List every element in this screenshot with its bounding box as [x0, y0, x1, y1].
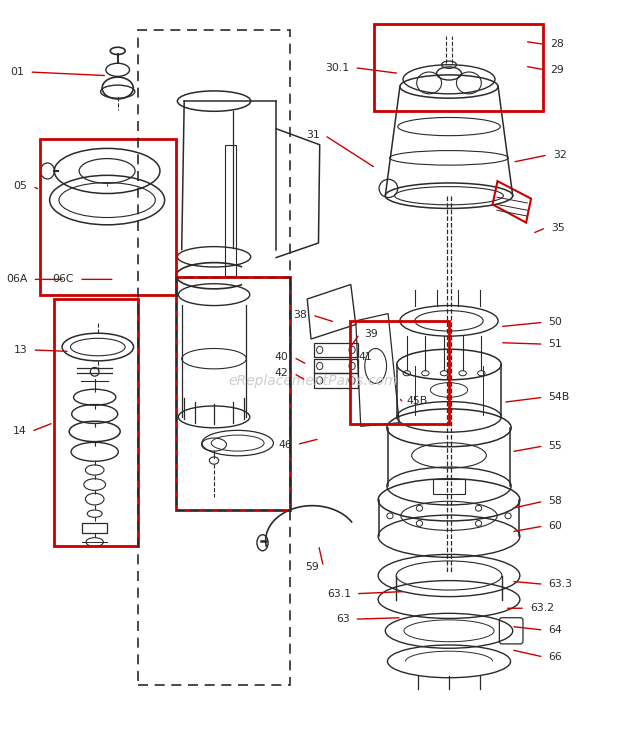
Bar	[314, 359, 358, 373]
Bar	[314, 343, 358, 357]
Text: 59: 59	[305, 562, 319, 572]
Text: 63.3: 63.3	[549, 580, 572, 589]
Text: 40: 40	[275, 352, 289, 362]
Bar	[314, 373, 358, 388]
Text: 50: 50	[549, 317, 562, 327]
Text: 01: 01	[11, 67, 24, 77]
Bar	[374, 24, 544, 112]
Text: 05: 05	[14, 182, 28, 191]
Bar	[40, 139, 176, 295]
Text: 31: 31	[306, 130, 320, 140]
Bar	[54, 299, 138, 547]
Text: 46: 46	[278, 440, 292, 450]
Text: 60: 60	[549, 521, 562, 531]
Text: 39: 39	[364, 329, 378, 339]
Text: 66: 66	[549, 652, 562, 662]
Text: 63.2: 63.2	[530, 604, 554, 613]
Bar	[176, 277, 290, 510]
Text: 54B: 54B	[549, 392, 570, 402]
Text: 55: 55	[549, 441, 562, 451]
Text: 29: 29	[550, 65, 564, 75]
Text: 32: 32	[553, 150, 567, 160]
Text: eReplacementParts.com: eReplacementParts.com	[229, 373, 398, 388]
Text: 45B: 45B	[407, 396, 428, 406]
Bar	[82, 523, 107, 534]
Text: 63: 63	[336, 614, 349, 624]
Text: 06A: 06A	[6, 274, 27, 284]
Text: 58: 58	[549, 496, 562, 507]
Bar	[138, 30, 290, 685]
Text: 51: 51	[549, 339, 562, 349]
Text: 13: 13	[14, 345, 28, 355]
Bar	[434, 480, 464, 494]
Bar	[349, 321, 449, 424]
Bar	[176, 277, 290, 510]
Bar	[225, 145, 236, 276]
Text: 64: 64	[549, 625, 562, 635]
Text: 38: 38	[294, 310, 308, 320]
Text: 41: 41	[358, 352, 372, 362]
Text: 30.1: 30.1	[326, 63, 349, 73]
Text: 28: 28	[550, 39, 564, 50]
Text: 06C: 06C	[52, 274, 74, 284]
Text: 63.1: 63.1	[327, 589, 351, 599]
Text: 14: 14	[12, 426, 26, 437]
Text: 35: 35	[551, 222, 565, 233]
Text: 42: 42	[275, 368, 289, 378]
